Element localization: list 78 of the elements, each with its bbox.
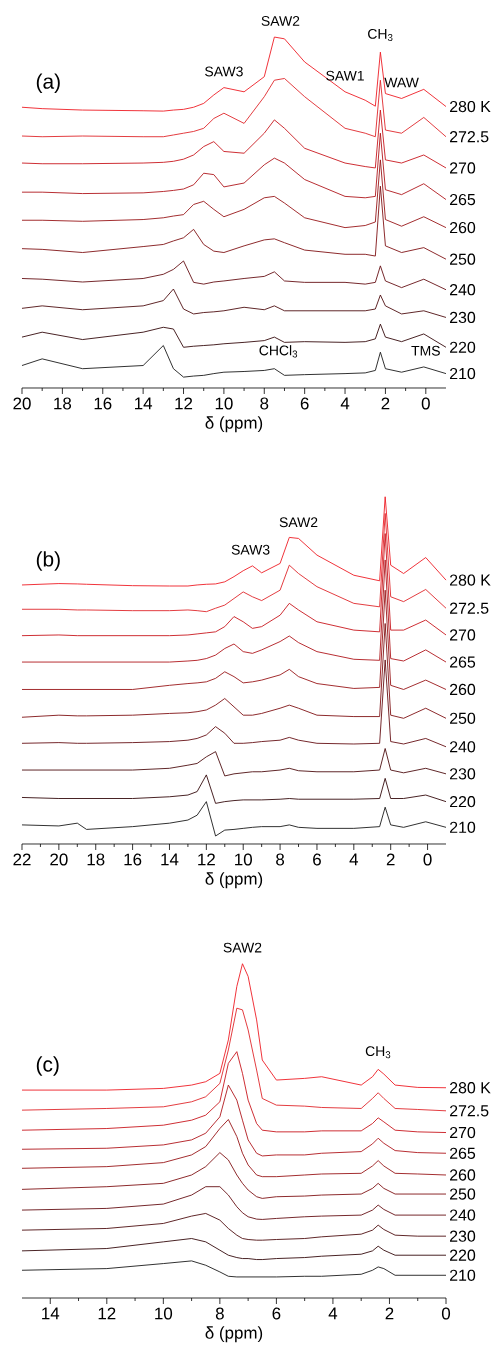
x-axis-title: δ (ppm) — [205, 1326, 263, 1343]
x-tick-label: 6 — [300, 397, 309, 410]
x-tick-label: 22 — [13, 853, 31, 866]
series-label: 265 — [449, 656, 476, 668]
x-tick-label: 2 — [386, 853, 395, 866]
annotation: SAW2 — [223, 942, 262, 953]
x-tick-label: 0 — [441, 1307, 451, 1320]
x-tick-label: 12 — [198, 853, 215, 866]
x-tick-label: 2 — [385, 1307, 394, 1320]
series-label: 260 — [449, 221, 476, 234]
series-label: 280 K — [449, 100, 491, 113]
x-tick-label: 20 — [50, 853, 68, 866]
text: (c) — [36, 1056, 59, 1076]
series-label: 270 — [449, 162, 476, 174]
x-tick-label: 12 — [175, 397, 193, 410]
series-label: 240 — [449, 284, 476, 296]
series-label: 250 — [449, 712, 476, 724]
x-tick-label: 0 — [421, 397, 430, 410]
series-label: 220 — [449, 795, 476, 808]
series-label: 230 — [449, 311, 476, 324]
x-tick-label: 18 — [54, 397, 72, 410]
x-tick-label: 2 — [381, 397, 390, 410]
annotation: WAW — [384, 77, 419, 88]
annotation: SAW3 — [231, 544, 270, 555]
x-tick-label: 12 — [98, 1307, 116, 1320]
annotation: SAW1 — [326, 70, 364, 81]
series-label: 272.5 — [449, 1105, 489, 1117]
annotation: SAW2 — [279, 517, 318, 528]
series-label: 210 — [449, 367, 476, 380]
series-label: 220 — [449, 1249, 476, 1261]
series-label: 230 — [449, 768, 476, 780]
text: (a) — [36, 73, 60, 93]
series-label: 270 — [449, 629, 476, 641]
x-tick-label: 16 — [124, 853, 142, 866]
x-tick-label: 4 — [328, 1307, 338, 1320]
annotation: TMS — [411, 345, 440, 356]
x-tick-label: 10 — [235, 853, 252, 866]
series-label: 240 — [449, 741, 476, 753]
annotation: CH$_{3}$ — [368, 28, 393, 41]
x-tick-label: 14 — [161, 853, 179, 866]
series-label: 220 — [449, 341, 476, 353]
x-tick-label: 16 — [94, 397, 112, 410]
series-label: 250 — [449, 253, 476, 265]
x-axis-title: δ (ppm) — [205, 872, 263, 889]
series-label: 265 — [449, 1147, 476, 1159]
x-tick-label: 4 — [349, 853, 359, 866]
annotation: SAW3 — [205, 66, 243, 77]
series-label: 240 — [449, 1209, 476, 1221]
series-label: 265 — [449, 193, 476, 206]
series-label: 272.5 — [449, 602, 489, 614]
series-label: 280 K — [449, 1082, 491, 1094]
series-label: 280 K — [449, 574, 491, 586]
annotation: SAW2 — [261, 15, 300, 26]
annotation: CH$_{3}$ — [365, 1046, 391, 1059]
x-tick-label: 6 — [313, 853, 321, 866]
series-label: 260 — [449, 683, 476, 696]
series-label: 210 — [449, 821, 476, 833]
series-label: 250 — [449, 1188, 476, 1200]
x-tick-label: 0 — [423, 853, 432, 866]
x-tick-label: 8 — [260, 397, 269, 410]
x-tick-label: 10 — [215, 397, 233, 410]
series-label: 272.5 — [449, 131, 489, 143]
x-tick-label: 20 — [13, 397, 31, 410]
x-axis-title: δ (ppm) — [205, 416, 263, 433]
x-tick-label: 18 — [87, 853, 105, 866]
x-tick-label: 14 — [42, 1307, 60, 1320]
series-label: 270 — [449, 1126, 476, 1139]
series-label: 230 — [449, 1230, 476, 1242]
x-tick-label: 14 — [135, 397, 153, 410]
annotation: CHCl$_{3}$ — [259, 345, 298, 358]
x-tick-label: 4 — [340, 397, 350, 410]
series-label: 260 — [449, 1169, 476, 1181]
text: (b) — [36, 551, 60, 571]
x-tick-label: 10 — [155, 1307, 173, 1320]
x-tick-label: 8 — [215, 1307, 224, 1320]
series-label: 210 — [449, 1269, 476, 1281]
x-tick-label: 6 — [272, 1307, 281, 1320]
x-tick-label: 8 — [276, 853, 285, 866]
